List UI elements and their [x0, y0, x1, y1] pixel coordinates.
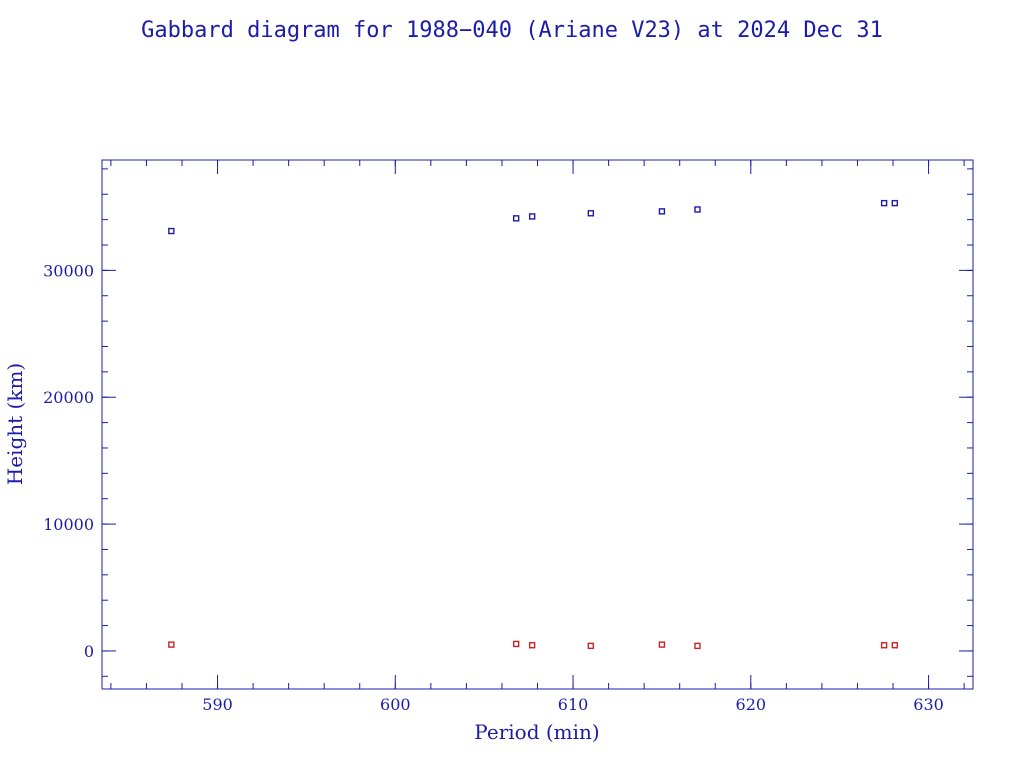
data-points — [168, 199, 898, 650]
x-tick-label: 600 — [380, 695, 411, 714]
perigee-point — [880, 642, 888, 649]
perigee-point — [587, 642, 595, 650]
axis-ticks — [102, 160, 973, 689]
perigee-point — [694, 642, 701, 650]
y-tick-label: 0 — [84, 642, 94, 661]
perigee-point — [891, 642, 898, 649]
y-tick-label: 10000 — [43, 515, 94, 534]
perigee-point — [528, 642, 536, 649]
x-tick-label: 590 — [202, 695, 233, 714]
apogee-point — [512, 215, 520, 222]
apogee-point — [694, 206, 701, 213]
perigee-point — [512, 640, 520, 648]
perigee-point — [658, 641, 666, 648]
apogee-point — [658, 208, 666, 215]
y-tick-label: 30000 — [43, 261, 94, 280]
x-axis-label: Period (min) — [474, 720, 599, 744]
y-tick-label: 20000 — [43, 388, 94, 407]
chart-title: Gabbard diagram for 1988−040 (Ariane V23… — [141, 18, 883, 43]
x-tick-label: 610 — [558, 695, 589, 714]
x-tick-label: 630 — [913, 695, 944, 714]
apogee-point — [891, 199, 898, 207]
plot-frame — [101, 159, 974, 690]
apogee-point — [168, 227, 175, 235]
x-tick-label: 620 — [736, 695, 767, 714]
y-axis-label: Height (km) — [3, 363, 27, 485]
apogee-point — [880, 199, 888, 207]
apogee-point — [587, 210, 595, 217]
apogee-point — [528, 213, 536, 220]
tick-labels: 590 600 610 620 630 0 10000 20000 30000 — [43, 261, 944, 714]
perigee-point — [168, 641, 175, 648]
